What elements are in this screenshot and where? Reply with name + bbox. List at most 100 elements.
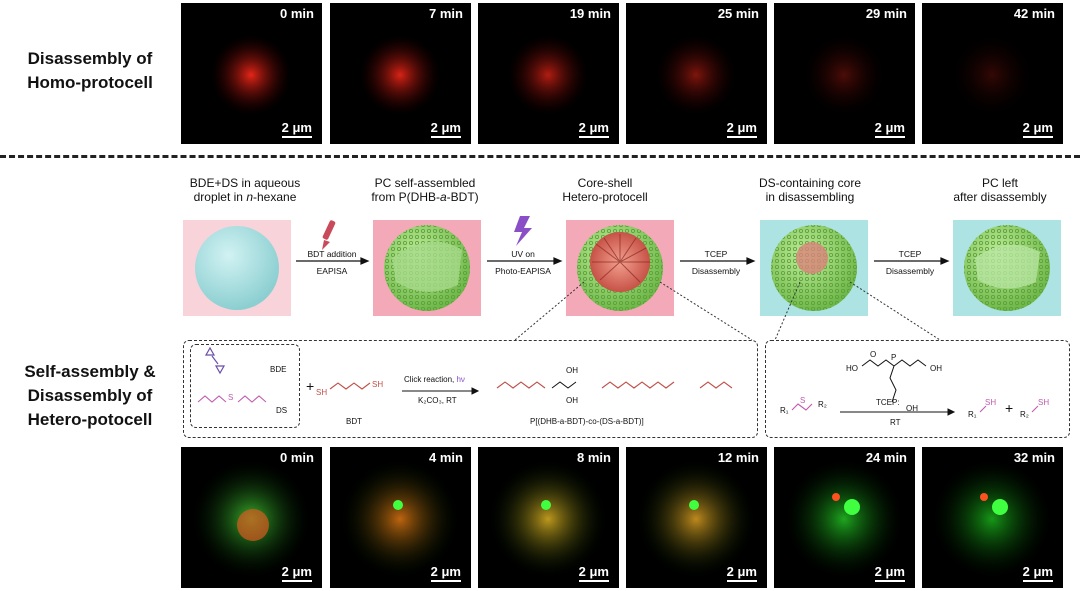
- scale-bar: 2 μm: [874, 120, 905, 138]
- timestamp-label: 25 min: [717, 6, 759, 21]
- scale-bar: 2 μm: [874, 564, 905, 582]
- arrow4-bottom-label: Disassembly: [885, 266, 935, 276]
- timestamp-label: 8 min: [577, 450, 611, 465]
- scale-bar: 2 μm: [726, 120, 757, 138]
- timestamp-label: 4 min: [429, 450, 463, 465]
- timestamp-label: 0 min: [280, 450, 314, 465]
- arrow1-bottom-label: EAPISA: [316, 266, 348, 276]
- scale-bar-line: [874, 136, 905, 138]
- scale-bar: 2 μm: [281, 564, 312, 582]
- scale-bar: 2 μm: [1022, 564, 1053, 582]
- timestamp-label: 42 min: [1013, 6, 1055, 21]
- bde-label: BDE: [270, 365, 287, 374]
- scale-bar: 2 μm: [430, 120, 461, 138]
- product-r1: R₁: [968, 410, 977, 419]
- oh-top: OH: [566, 366, 578, 375]
- scale-bar-label: 2 μm: [578, 564, 609, 579]
- scale-bar-label: 2 μm: [1022, 120, 1053, 135]
- scale-bar-label: 2 μm: [874, 564, 905, 579]
- uv-lightning-icon: [514, 216, 532, 246]
- scale-bar-label: 2 μm: [726, 120, 757, 135]
- scale-bar-line: [874, 580, 905, 582]
- bdt-sh1: SH: [316, 388, 328, 397]
- product-plus: +: [1005, 400, 1014, 416]
- disulfide-r2: R₂: [818, 400, 827, 409]
- product-sh2: SH: [1038, 398, 1050, 407]
- product-sh1: SH: [985, 398, 997, 407]
- hetero-micrograph-6: 32 min 2 μm: [922, 447, 1063, 588]
- step2-label: PC self-assembled from P(DHB-a-BDT): [371, 176, 479, 204]
- bdt-sh2: SH: [372, 380, 384, 389]
- homo-micrograph-2: 7 min 2 μm: [330, 3, 471, 144]
- tcep-condition: TCEP:: [876, 398, 900, 407]
- scale-bar-label: 2 μm: [874, 120, 905, 135]
- chem-left-box: [183, 340, 758, 438]
- disulfide-r1: R₁: [780, 406, 789, 415]
- hetero-micrograph-1: 0 min 2 μm: [181, 447, 322, 588]
- hetero-micrograph-5: 24 min 2 μm: [774, 447, 915, 588]
- scale-bar: 2 μm: [578, 564, 609, 582]
- scale-bar-line: [1022, 580, 1053, 582]
- product-r2: R₂: [1020, 410, 1029, 419]
- hetero-label-line2: Disassembly of: [27, 386, 153, 405]
- timestamp-label: 7 min: [429, 6, 463, 21]
- hetero-label-line3: Hetero-potocell: [27, 410, 153, 429]
- oh-bottom: OH: [566, 396, 578, 405]
- hetero-row-label: Self-assembly & Disassembly of Hetero-po…: [4, 360, 176, 432]
- timestamp-label: 0 min: [280, 6, 314, 21]
- step4-label: DS-containing core in disassembling: [758, 176, 862, 204]
- arrow4-top-label: TCEP: [898, 249, 922, 259]
- rt-condition: RT: [890, 418, 901, 427]
- scale-bar: 2 μm: [578, 120, 609, 138]
- monomer-box: [190, 344, 300, 428]
- homo-label-line2: Homo-protocell: [27, 73, 153, 92]
- homo-row-label: Disassembly of Homo-protocell: [10, 47, 170, 95]
- scale-bar: 2 μm: [726, 564, 757, 582]
- ds-label: DS: [276, 406, 288, 415]
- scale-bar: 2 μm: [281, 120, 312, 138]
- scale-bar-line: [578, 580, 609, 582]
- pipette-icon: [322, 220, 336, 250]
- hetero-label-line1: Self-assembly &: [24, 362, 156, 381]
- homo-label-line1: Disassembly of: [27, 49, 153, 68]
- homo-micrograph-1: 0 min 2 μm: [181, 3, 322, 144]
- scale-bar-line: [430, 580, 461, 582]
- hetero-micrograph-3: 8 min 2 μm: [478, 447, 619, 588]
- chem-right-box: [765, 340, 1070, 438]
- step3-label: Core-shell Hetero-protocell: [562, 176, 648, 204]
- bdt-label: BDT: [346, 417, 362, 426]
- homo-micrograph-6: 42 min 2 μm: [922, 3, 1063, 144]
- plus-left: +: [306, 378, 315, 394]
- ds-s-label: S: [228, 393, 234, 402]
- homo-micrograph-4: 25 min 2 μm: [626, 3, 767, 144]
- homo-micrograph-5: 29 min 2 μm: [774, 3, 915, 144]
- section-divider: [0, 155, 1080, 158]
- scale-bar: 2 μm: [1022, 120, 1053, 138]
- scale-bar-label: 2 μm: [578, 120, 609, 135]
- copolymer-label: P[(DHB-a-BDT)-co-(DS-a-BDT)]: [530, 417, 644, 426]
- arrow1-top-label: BDT addition: [307, 249, 357, 259]
- scale-bar-label: 2 μm: [1022, 564, 1053, 579]
- hetero-micrograph-4: 12 min 2 μm: [626, 447, 767, 588]
- hetero-micrograph-2: 4 min 2 μm: [330, 447, 471, 588]
- timestamp-label: 24 min: [865, 450, 907, 465]
- step1-droplet: [195, 226, 279, 310]
- disulfide-s: S: [800, 396, 806, 405]
- timestamp-label: 19 min: [569, 6, 611, 21]
- k2co3-condition: K₂CO₃, RT: [418, 396, 457, 405]
- tcep-oh: OH: [930, 364, 942, 373]
- arrow3-top-label: TCEP: [704, 249, 728, 259]
- tcep-p: P: [891, 353, 897, 362]
- scale-bar-line: [281, 136, 312, 138]
- step1-label: BDE+DS in aqueous droplet in n-hexane: [189, 176, 301, 204]
- click-condition: Click reaction, hν: [404, 375, 465, 384]
- arrow2-bottom-label: Photo-EAPISA: [495, 266, 551, 276]
- scale-bar-line: [578, 136, 609, 138]
- tcep-oh3: OH: [906, 404, 918, 413]
- step5-label: PC left after disassembly: [953, 176, 1047, 204]
- scale-bar-label: 2 μm: [430, 120, 461, 135]
- scale-bar-label: 2 μm: [430, 564, 461, 579]
- arrow3-bottom-label: Disassembly: [691, 266, 741, 276]
- scale-bar-label: 2 μm: [726, 564, 757, 579]
